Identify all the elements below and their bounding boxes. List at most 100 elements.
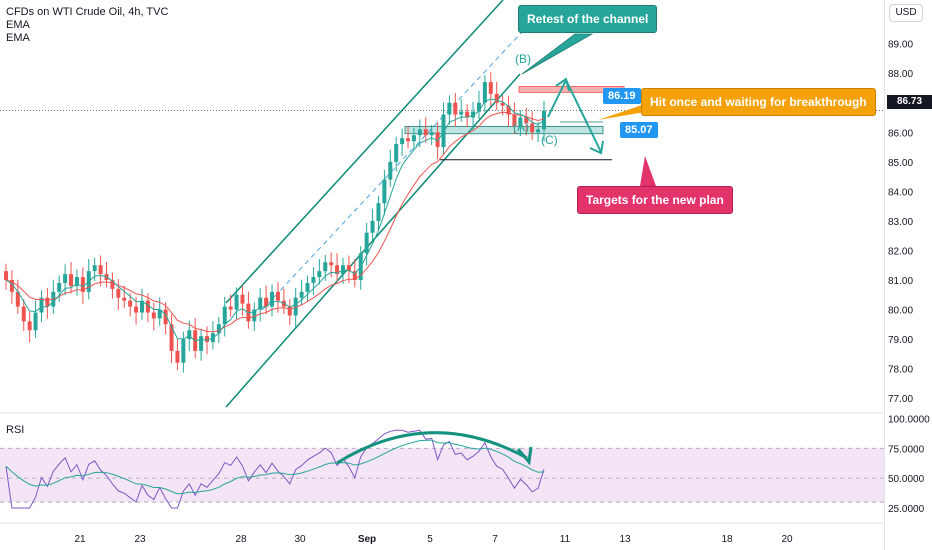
candle-body (524, 117, 529, 124)
candle-body (74, 277, 79, 286)
candle-body (122, 297, 127, 301)
candle-body (145, 300, 150, 313)
candle-body (39, 297, 44, 313)
candle-body (228, 306, 233, 310)
projection-arrowhead-up (555, 77, 570, 92)
channel-lower-line (225, 73, 521, 408)
candle-body (216, 324, 221, 334)
callout-targets[interactable]: Targets for the new plan (577, 186, 733, 214)
candle-body (435, 132, 440, 148)
wave-label-c: (C) (541, 133, 558, 147)
candle-body (417, 129, 422, 136)
candle-body (429, 132, 434, 136)
candle-body (299, 291, 304, 298)
candle-body (98, 265, 103, 275)
candle-body (252, 309, 257, 322)
price-tick-label: 79.00 (888, 335, 913, 346)
candle-body (116, 288, 121, 298)
wave-label-b: (B) (515, 52, 531, 66)
symbol-title[interactable]: CFDs on WTI Crude Oil, 4h, TVC (6, 6, 169, 18)
candle-body (45, 297, 50, 307)
candle-body (453, 102, 458, 115)
rsi-line (5, 429, 545, 509)
ema-legend-2[interactable]: EMA (6, 32, 30, 44)
price-tick-label: 88.00 (888, 69, 913, 80)
candle-body (530, 123, 535, 133)
candle-body (80, 277, 85, 292)
candle-body (305, 282, 310, 292)
candle-body (441, 114, 446, 148)
rsi-tick-label: 50.0000 (888, 474, 925, 485)
price-tag-85-07[interactable]: 85.07 (620, 122, 658, 138)
rsi-band (0, 448, 884, 503)
time-tick-label: 7 (492, 534, 498, 545)
candle-body (406, 138, 411, 142)
time-tick-label: 23 (134, 534, 146, 545)
candle-body (411, 135, 416, 142)
ema-legend-1[interactable]: EMA (6, 19, 30, 31)
candle-body (388, 161, 393, 180)
candle-body (234, 294, 239, 310)
ema-slow-line (5, 111, 545, 333)
candle-body (21, 306, 26, 322)
candle-body (264, 297, 269, 307)
candle-body (465, 111, 470, 118)
candle-body (423, 129, 428, 136)
chart-legend: CFDs on WTI Crude Oil, 4h, TVC EMA EMA (6, 6, 168, 45)
price-tick-label: 89.00 (888, 40, 913, 51)
candle-body (329, 262, 334, 266)
rsi-arrow-head (516, 446, 533, 466)
rsi-legend[interactable]: RSI (6, 424, 25, 436)
price-tag-86-19[interactable]: 86.19 (603, 88, 641, 104)
rsi-ma-line (5, 439, 545, 495)
time-tick-label: 30 (294, 534, 306, 545)
support-zone (404, 125, 604, 135)
price-tick-label: 84.00 (888, 187, 913, 198)
candle-body (394, 144, 399, 162)
rsi-tick-label: 25.0000 (888, 504, 925, 515)
candle-body (92, 265, 97, 272)
rsi-tick-label: 75.0000 (888, 444, 925, 455)
candle-body (482, 82, 487, 103)
price-tick-label: 83.00 (888, 217, 913, 228)
candle-body (400, 138, 405, 145)
wave-label-a: (A) (513, 120, 529, 134)
candle-body (376, 203, 381, 221)
candle-body (27, 321, 32, 331)
candle-body (110, 280, 115, 289)
candle-body (536, 129, 541, 133)
candle-body (134, 306, 139, 313)
candle-body (476, 102, 481, 112)
candle-body (311, 277, 316, 283)
candle-body (63, 274, 68, 283)
time-tick-label: 13 (619, 534, 631, 545)
candle-body (488, 82, 493, 94)
candle-body (157, 309, 162, 319)
candle-body (139, 300, 144, 313)
channel-upper-line (225, 0, 504, 304)
candle-body (187, 330, 192, 340)
targets-pointer (640, 156, 656, 186)
candle-body (506, 105, 511, 115)
candle-body (240, 294, 245, 304)
candle-body (382, 179, 387, 204)
callout-hit-once[interactable]: Hit once and waiting for breakthrough (641, 88, 876, 116)
candle-body (33, 312, 38, 331)
candle-body (346, 265, 351, 272)
candle-body (128, 300, 133, 307)
time-tick-label: 11 (560, 534, 571, 545)
ema-fast-line (5, 98, 545, 342)
currency-button[interactable]: USD (889, 4, 923, 22)
candle-body (287, 306, 292, 316)
last-price-tag: 86.73 (887, 95, 932, 109)
hit-once-pointer (598, 104, 645, 120)
retest-pointer (521, 33, 594, 75)
candle-body (181, 339, 186, 363)
candle-body (258, 297, 263, 310)
candle-body (494, 93, 499, 103)
candle-body (222, 306, 227, 325)
price-tick-label: 85.00 (888, 158, 913, 169)
callout-retest[interactable]: Retest of the channel (518, 5, 658, 33)
